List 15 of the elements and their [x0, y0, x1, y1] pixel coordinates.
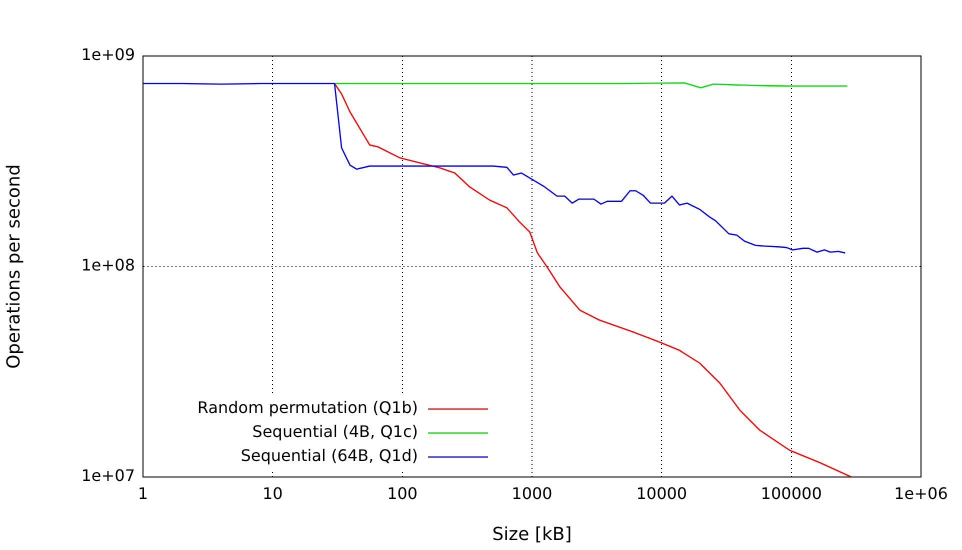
y-tick-label: 1e+07 [81, 466, 135, 486]
y-axis-title: Operations per second [3, 164, 24, 369]
x-tick-label: 1000 [512, 484, 552, 503]
y-tick-label: 1e+08 [81, 256, 135, 275]
x-tick-label: 10000 [636, 484, 688, 503]
x-tick-label: 10 [262, 484, 283, 503]
x-tick-label: 1 [138, 484, 148, 503]
x-tick-label: 1e+06 [894, 484, 948, 503]
y-tick-label: 1e+09 [81, 45, 135, 64]
legend-label: Random permutation (Q1b) [197, 398, 418, 418]
x-axis-title: Size [kB] [492, 524, 572, 545]
x-tick-label: 100 [387, 484, 418, 503]
legend-label: Sequential (4B, Q1c) [252, 422, 418, 442]
x-tick-label: 100000 [760, 484, 822, 503]
legend-label: Sequential (64B, Q1d) [240, 446, 418, 466]
